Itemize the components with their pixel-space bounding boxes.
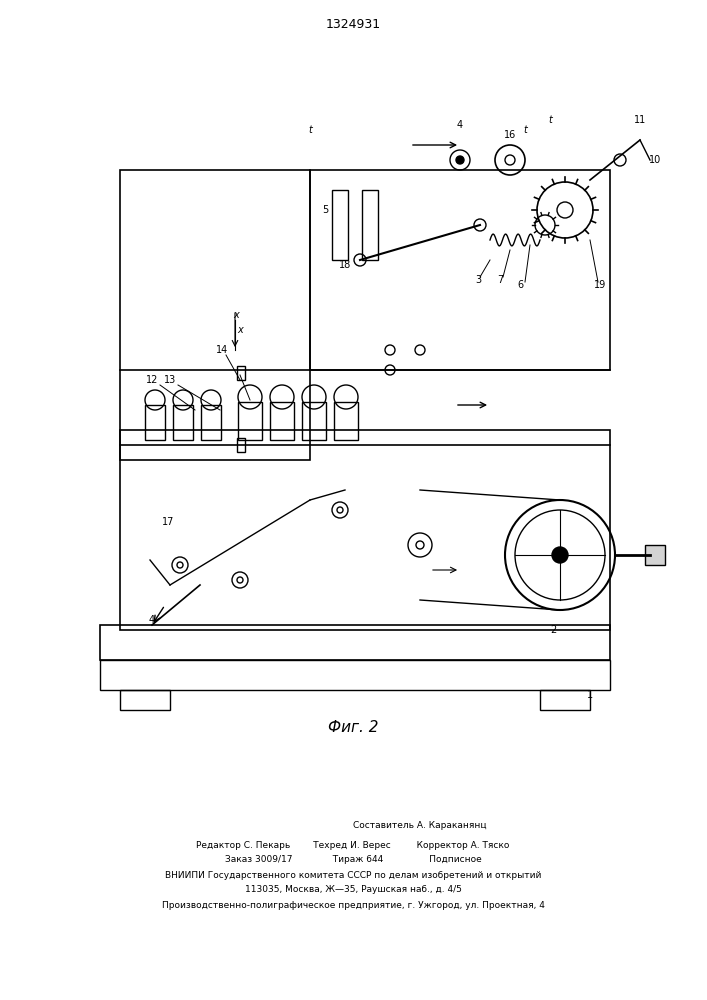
- Bar: [238, 402, 262, 440]
- Bar: [237, 366, 245, 380]
- Text: t: t: [308, 125, 312, 135]
- Text: 16: 16: [504, 130, 516, 140]
- Bar: [270, 402, 294, 440]
- Text: x: x: [233, 310, 239, 320]
- Text: Заказ 3009/17              Тираж 644                Подписное: Заказ 3009/17 Тираж 644 Подписное: [225, 856, 481, 864]
- Text: 19: 19: [594, 280, 606, 290]
- Text: 1324931: 1324931: [325, 18, 380, 31]
- Text: Производственно-полиграфическое предприятие, г. Ужгород, ул. Проектная, 4: Производственно-полиграфическое предприя…: [162, 900, 544, 910]
- Bar: [362, 190, 378, 260]
- Text: 12: 12: [146, 375, 158, 385]
- Bar: [237, 438, 245, 452]
- Bar: [120, 170, 310, 460]
- Text: 3: 3: [475, 275, 481, 285]
- Bar: [310, 170, 610, 370]
- Text: Редактор С. Пекарь        Техред И. Верес         Корректор А. Тяско: Редактор С. Пекарь Техред И. Верес Корре…: [197, 840, 510, 850]
- Bar: [201, 405, 221, 440]
- Text: 7: 7: [497, 275, 503, 285]
- Bar: [100, 625, 610, 660]
- Text: 5: 5: [322, 205, 328, 215]
- Bar: [120, 690, 170, 710]
- Text: 1: 1: [587, 690, 593, 700]
- Text: x: x: [237, 325, 243, 335]
- Text: 18: 18: [339, 260, 351, 270]
- Bar: [302, 402, 326, 440]
- Circle shape: [456, 156, 464, 164]
- Text: t: t: [548, 115, 552, 125]
- Circle shape: [552, 547, 568, 563]
- Bar: [332, 190, 348, 260]
- Text: 14: 14: [216, 345, 228, 355]
- Bar: [145, 405, 165, 440]
- Bar: [173, 405, 193, 440]
- Text: 113035, Москва, Ж—35, Раушская наб., д. 4/5: 113035, Москва, Ж—35, Раушская наб., д. …: [245, 886, 462, 894]
- Text: 13: 13: [164, 375, 176, 385]
- Text: Фиг. 2: Фиг. 2: [328, 720, 378, 736]
- Text: 11: 11: [634, 115, 646, 125]
- Text: 6: 6: [517, 280, 523, 290]
- Text: t: t: [523, 125, 527, 135]
- Bar: [645, 545, 665, 565]
- Bar: [120, 430, 610, 630]
- Bar: [540, 690, 590, 710]
- Text: 10: 10: [649, 155, 661, 165]
- Text: Составитель А. Караканянц: Составитель А. Караканянц: [354, 820, 486, 830]
- Bar: [334, 402, 358, 440]
- Text: 2: 2: [550, 625, 556, 635]
- Text: 17: 17: [162, 517, 174, 527]
- Text: 4: 4: [149, 615, 155, 625]
- Text: 4: 4: [457, 120, 463, 130]
- Bar: [100, 660, 610, 690]
- Text: ВНИИПИ Государственного комитета СССР по делам изобретений и открытий: ВНИИПИ Государственного комитета СССР по…: [165, 870, 541, 880]
